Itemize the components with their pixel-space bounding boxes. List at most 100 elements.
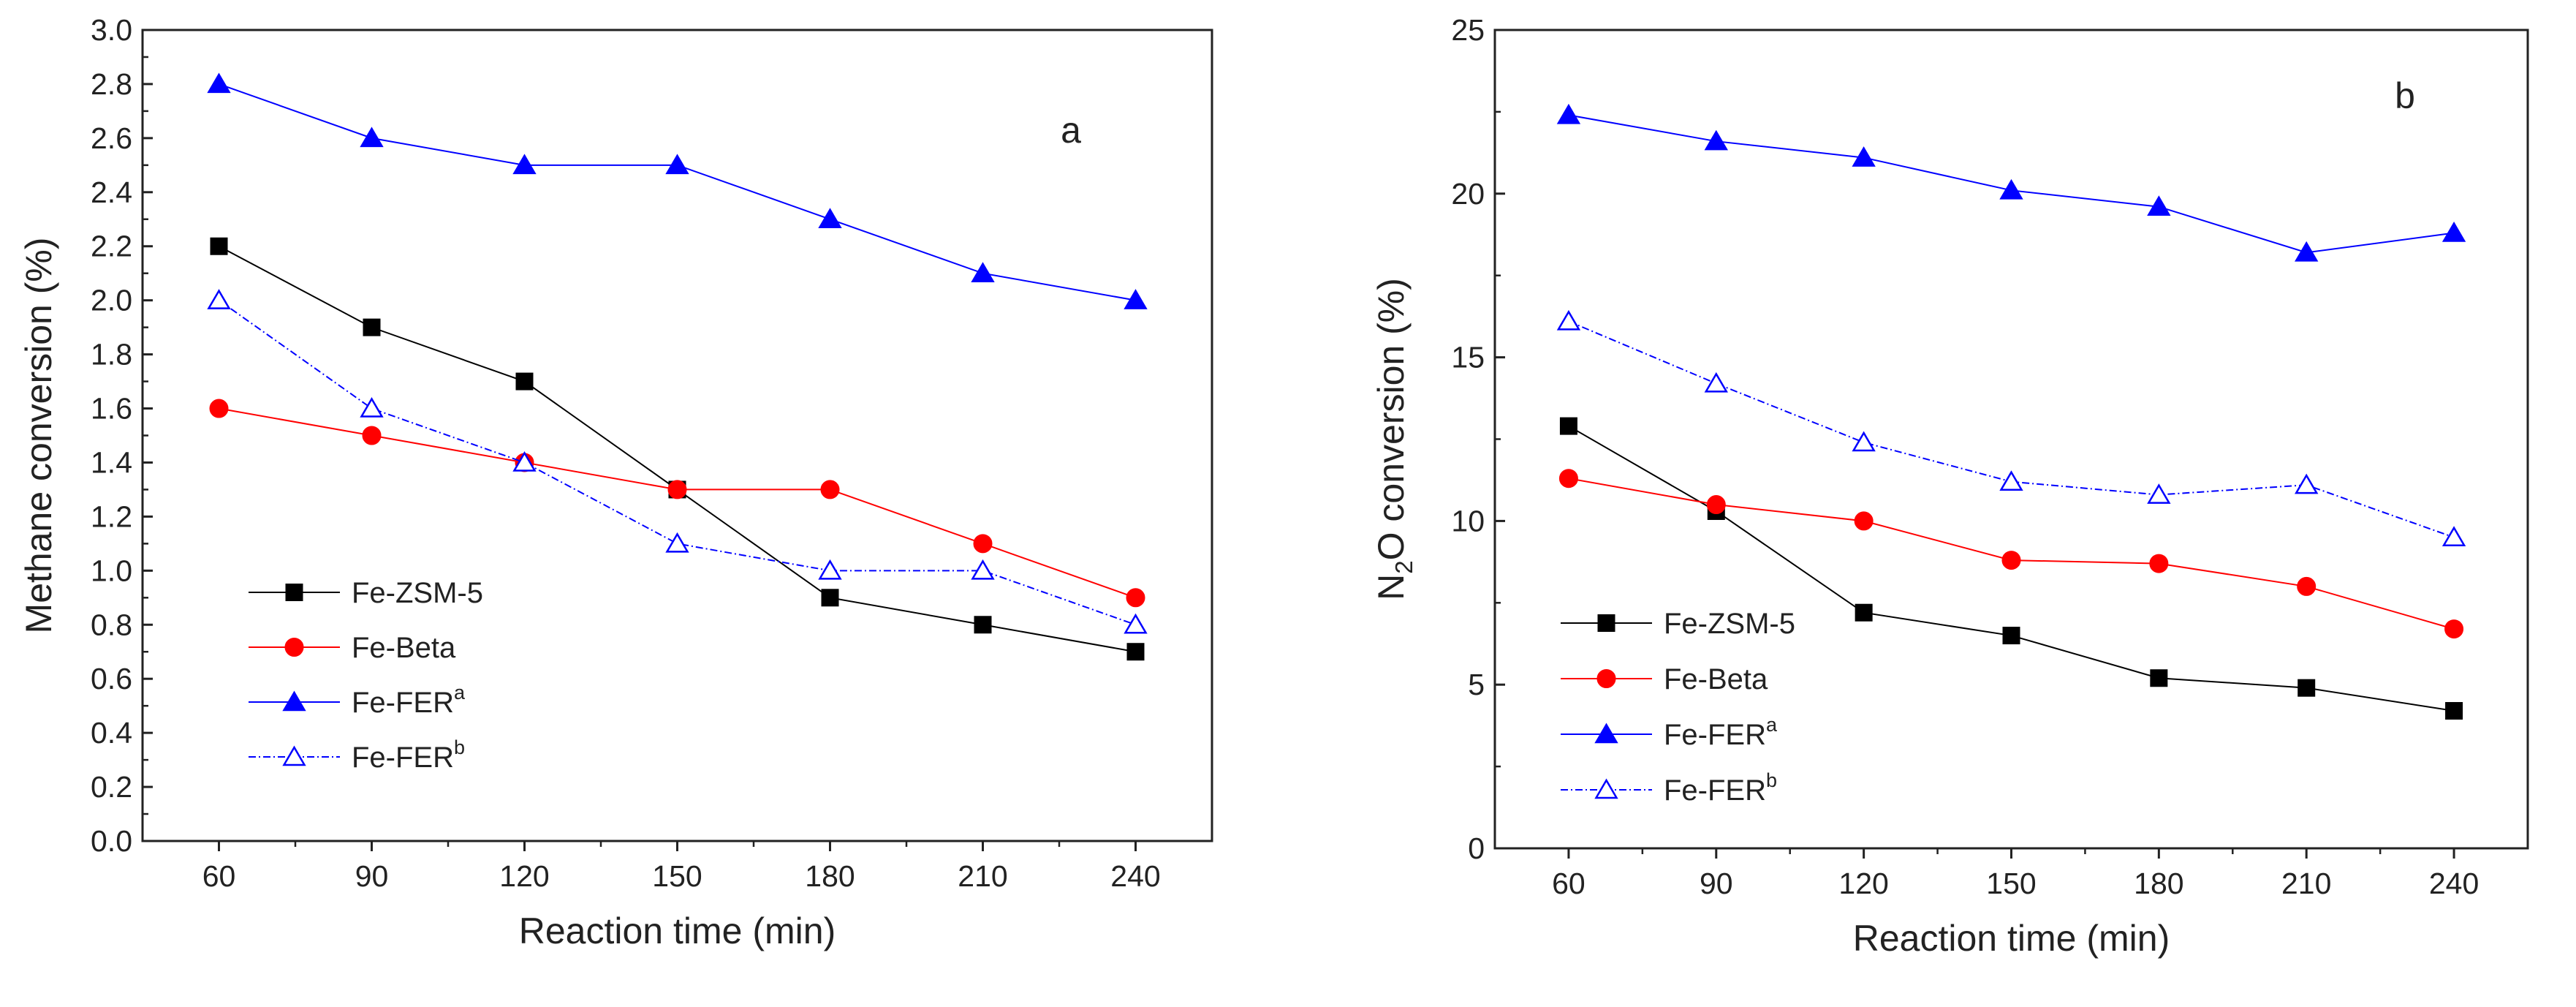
data-point (1126, 588, 1145, 608)
x-tick-label: 90 (355, 859, 389, 893)
data-point (2001, 551, 2021, 570)
legend-marker (1596, 669, 1616, 688)
data-point (2295, 473, 2319, 494)
y-tick-label: 2.0 (91, 284, 132, 317)
series-fe-beta (1558, 469, 2464, 639)
data-point (1704, 372, 1728, 393)
y-tick-label: 0.2 (91, 770, 132, 804)
data-point (1126, 643, 1145, 661)
data-point (2149, 554, 2169, 573)
data-point (362, 426, 382, 445)
chart-panel-b: 0 5 10 15 20 25 60 90 120 150 180 210 240 Reaction ti… (1371, 13, 2529, 959)
y-axis-title: Methane conversion (%) (18, 238, 59, 634)
data-point (2441, 526, 2466, 547)
data-point (1556, 103, 1581, 124)
data-point (971, 262, 995, 282)
data-point (207, 289, 231, 309)
x-tick-label: 60 (1552, 867, 1586, 900)
data-point (1124, 613, 1148, 634)
legend-label: Fe-ZSM-5 (1664, 608, 1795, 640)
y-tick-label: 2.6 (91, 121, 132, 155)
data-point (2295, 241, 2319, 262)
y-tick-label: 10 (1451, 504, 1485, 538)
x-tick-label: 210 (958, 859, 1007, 893)
data-point (665, 532, 689, 553)
data-point (512, 154, 537, 175)
y-tick-label: 5 (1468, 668, 1485, 701)
series-fe-fer-b (1556, 309, 2466, 547)
legend-marker (285, 584, 303, 601)
data-point (1852, 146, 1876, 167)
legend-label: Fe-FERa (1664, 714, 1778, 751)
legend-label: Fe-Beta (352, 632, 456, 664)
series-line (218, 299, 1136, 626)
data-point (207, 72, 231, 94)
panel-label: b (2395, 75, 2415, 116)
x-axis-title: Reaction time (min) (519, 910, 836, 951)
data-point (1855, 603, 1873, 622)
x-tick-label: 210 (2281, 867, 2331, 900)
data-point (2297, 576, 2316, 596)
legend-label: Fe-Beta (1664, 663, 1768, 695)
x-tick-label: 120 (1838, 867, 1888, 900)
x-tick-label: 180 (2134, 867, 2183, 900)
data-point (2297, 679, 2316, 697)
data-point (1558, 469, 1578, 489)
series-fe-beta (209, 399, 1145, 608)
chart-panel-a: 0.0 0.2 0.4 0.6 0.8 1.0 1.2 1.4 1.6 1.8 2.0 2.2 2.4 2… (18, 13, 1213, 951)
data-point (1556, 309, 1581, 331)
y-tick-label: 2.8 (91, 67, 132, 101)
series-line (219, 407, 1136, 599)
y-tick-label: 20 (1451, 177, 1485, 211)
y-tick-label: 0.6 (91, 662, 132, 695)
legend-marker (282, 690, 306, 712)
data-point (974, 616, 992, 634)
data-point (818, 559, 842, 580)
y-tick-label: 1.6 (91, 392, 132, 426)
data-point (1999, 470, 2023, 491)
x-tick-label: 150 (652, 859, 702, 893)
x-tick-label: 240 (1110, 859, 1160, 893)
series-line (1568, 320, 2455, 538)
x-axis-title: Reaction time (min) (1853, 918, 2170, 959)
y-tick-label: 2.2 (91, 230, 132, 263)
legend-marker (284, 638, 304, 657)
legend-label: Fe-FERa (352, 682, 466, 719)
y-axis-title: N2O conversion (%) (1371, 278, 1417, 600)
data-point (2445, 702, 2463, 720)
y-tick-label: 0.4 (91, 716, 132, 750)
legend-marker (282, 745, 306, 766)
data-point (818, 208, 842, 229)
data-point (1124, 289, 1148, 309)
y-tick-label: 15 (1451, 341, 1485, 374)
data-point (1999, 178, 2023, 200)
series-fe-zsm-5 (210, 237, 1145, 661)
legend: Fe-ZSM-5 Fe-Beta Fe-FERa Fe-FERb (1561, 608, 1795, 807)
data-point (667, 480, 687, 499)
data-point (821, 589, 839, 607)
data-point (363, 318, 381, 336)
legend-marker (1594, 778, 1618, 799)
legend-label: Fe-FERb (1664, 769, 1777, 807)
legend-label: Fe-FERb (352, 736, 465, 774)
x-tick-label: 60 (202, 859, 236, 893)
data-point (820, 480, 840, 499)
y-tick-label: 0.8 (91, 608, 132, 641)
data-point (971, 559, 995, 580)
plot-frame (1493, 29, 2529, 850)
data-point (360, 397, 384, 418)
data-point (2444, 619, 2464, 639)
y-tick-label: 25 (1451, 13, 1485, 47)
data-point (2150, 669, 2168, 687)
y-tick-label: 1.4 (91, 445, 132, 479)
x-tick-label: 90 (1700, 867, 1733, 900)
y-tick-label: 1.0 (91, 554, 132, 587)
data-point (512, 450, 537, 472)
x-tick-label: 120 (499, 859, 549, 893)
legend-label: Fe-ZSM-5 (352, 577, 483, 609)
data-point (2002, 627, 2020, 645)
x-tick-label: 150 (1986, 867, 2036, 900)
data-point (973, 534, 993, 554)
x-tick-label: 240 (2429, 867, 2479, 900)
x-tick-label: 180 (805, 859, 855, 893)
